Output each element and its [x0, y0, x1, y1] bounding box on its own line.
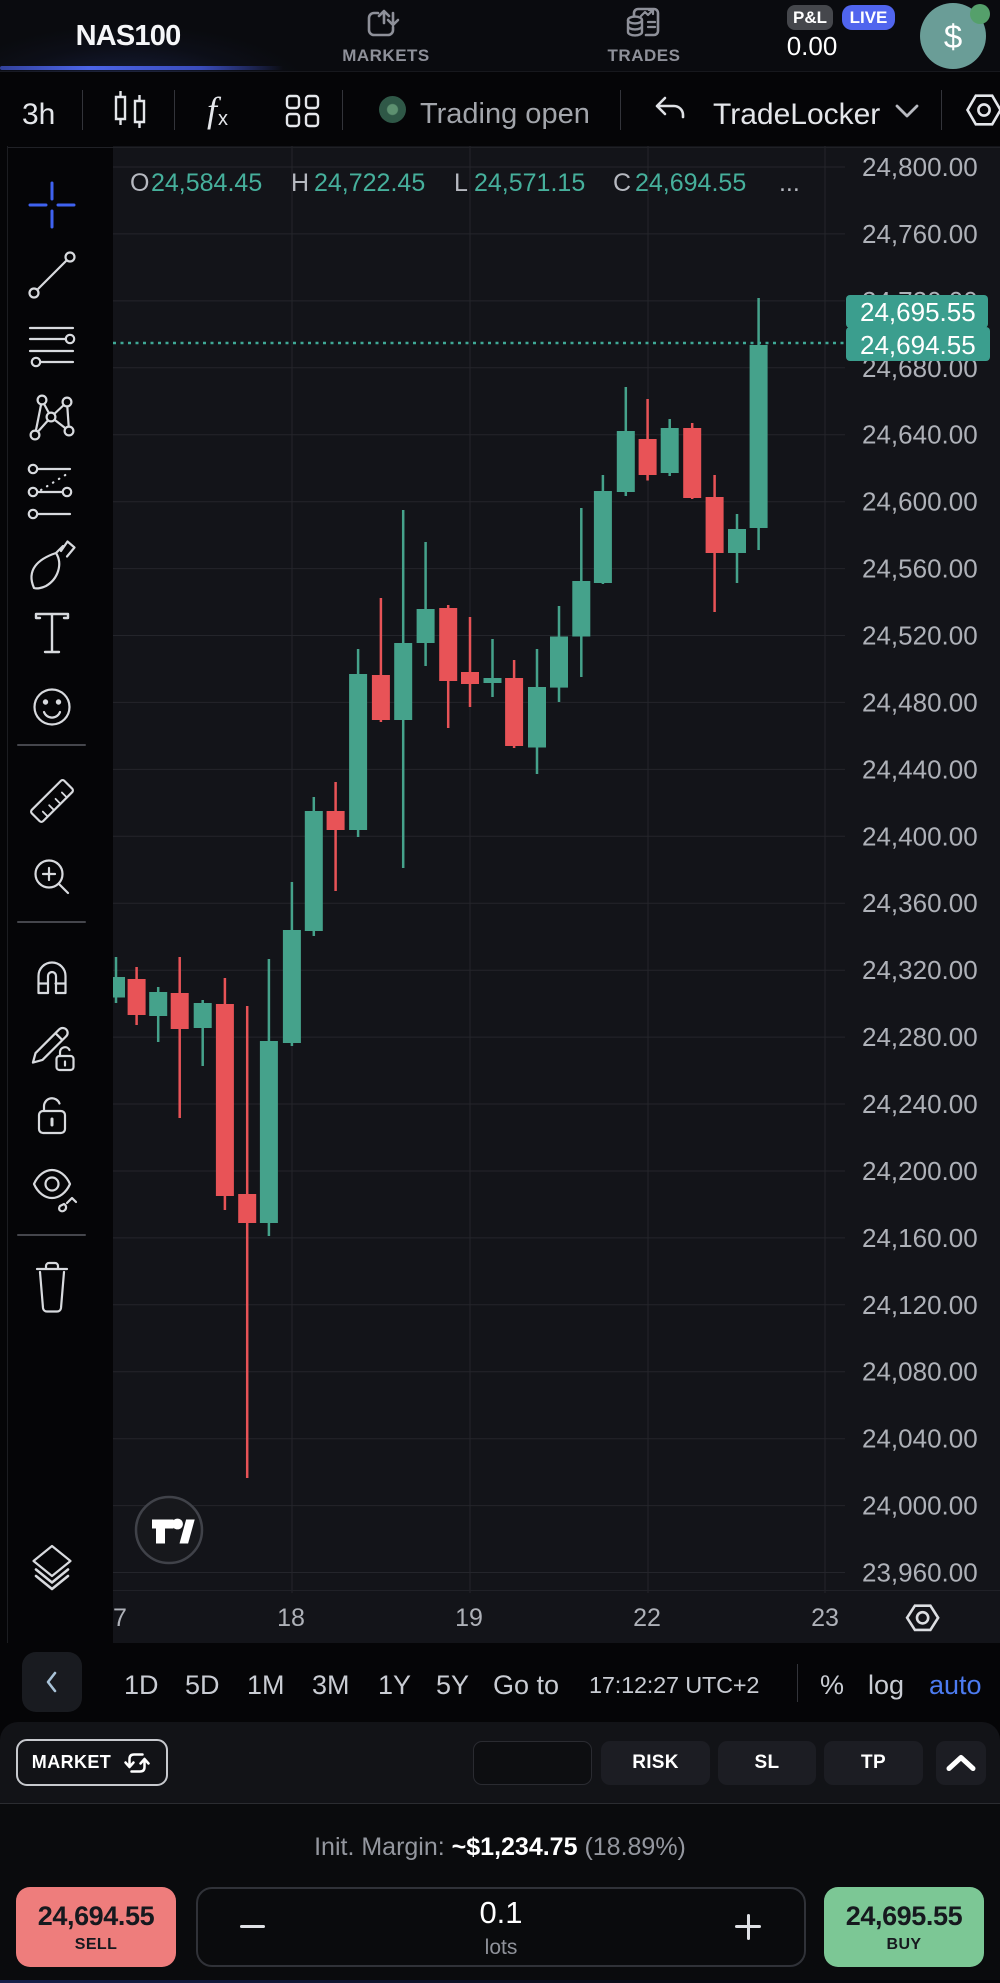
svg-text:24,320.00: 24,320.00: [862, 955, 978, 985]
svg-text:24,080.00: 24,080.00: [862, 1357, 978, 1387]
svg-text:24,200.00: 24,200.00: [862, 1156, 978, 1186]
svg-text:24,760.00: 24,760.00: [862, 219, 978, 249]
svg-text:24,000.00: 24,000.00: [862, 1491, 978, 1521]
svg-text:24,240.00: 24,240.00: [862, 1089, 978, 1119]
svg-text:7: 7: [113, 1604, 127, 1632]
svg-text:23,960.00: 23,960.00: [862, 1558, 978, 1588]
svg-text:24,440.00: 24,440.00: [862, 754, 978, 784]
svg-text:24,400.00: 24,400.00: [862, 821, 978, 851]
svg-text:22: 22: [633, 1604, 661, 1632]
svg-text:24,480.00: 24,480.00: [862, 687, 978, 717]
svg-text:24,360.00: 24,360.00: [862, 888, 978, 918]
svg-text:24,600.00: 24,600.00: [862, 487, 978, 517]
svg-text:24,695.55: 24,695.55: [860, 297, 976, 327]
svg-text:24,694.55: 24,694.55: [860, 330, 976, 360]
svg-text:24,280.00: 24,280.00: [862, 1022, 978, 1052]
svg-text:19: 19: [455, 1604, 483, 1632]
svg-text:24,640.00: 24,640.00: [862, 420, 978, 450]
svg-text:24,160.00: 24,160.00: [862, 1223, 978, 1253]
svg-text:24,120.00: 24,120.00: [862, 1290, 978, 1320]
svg-text:24,560.00: 24,560.00: [862, 554, 978, 584]
svg-text:18: 18: [277, 1604, 305, 1632]
svg-text:24,040.00: 24,040.00: [862, 1424, 978, 1454]
svg-text:24,520.00: 24,520.00: [862, 621, 978, 651]
svg-text:24,800.00: 24,800.00: [862, 152, 978, 182]
svg-text:23: 23: [811, 1604, 839, 1632]
